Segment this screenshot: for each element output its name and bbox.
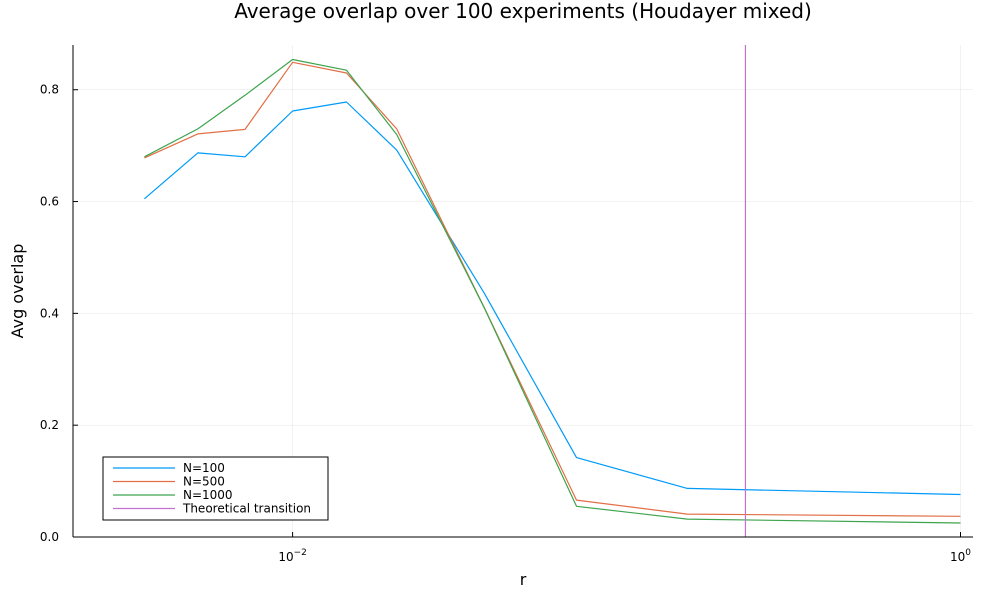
y-axis-label: Avg overlap xyxy=(8,244,27,339)
series-line-n-100 xyxy=(144,101,961,496)
series-line-n-1000 xyxy=(144,58,961,524)
x-axis-label: r xyxy=(520,570,527,589)
ticks: 0.00.20.40.60.810−2 100 xyxy=(40,83,971,564)
series-line-n-500 xyxy=(144,61,961,517)
legend-label: N=100 xyxy=(183,461,225,475)
legend-label: Theoretical transition xyxy=(182,502,311,516)
legend-label: N=500 xyxy=(183,475,225,489)
y-tick-label: 0.6 xyxy=(40,195,59,209)
y-tick-label: 0.2 xyxy=(40,418,59,432)
y-tick-label: 0.4 xyxy=(40,306,59,320)
chart-title: Average overlap over 100 experiments (Ho… xyxy=(234,0,812,23)
axes xyxy=(72,45,973,538)
y-tick-label: 0.0 xyxy=(40,530,59,544)
y-tick-label: 0.8 xyxy=(40,83,59,97)
legend-label: N=1000 xyxy=(183,488,233,502)
plot-lines xyxy=(144,45,961,537)
